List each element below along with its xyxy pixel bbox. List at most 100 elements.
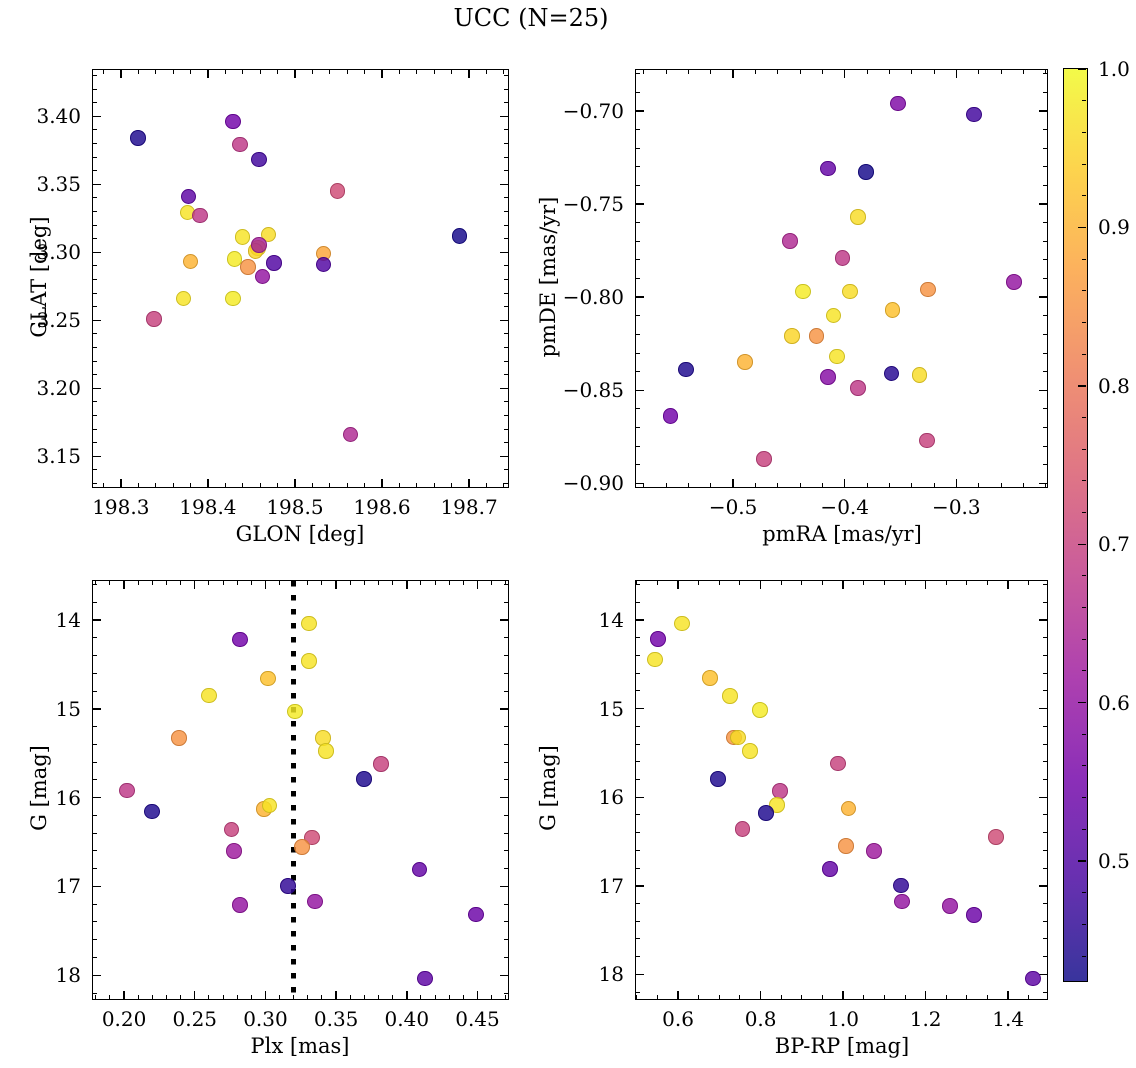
- y-minor-tick-right: [1043, 91, 1048, 93]
- y-minor-tick-right: [504, 921, 509, 923]
- y-minor-tick-left: [93, 347, 97, 349]
- y-minor-tick-right: [1043, 259, 1048, 261]
- x-minor-tick-top: [754, 70, 756, 74]
- x-minor-tick-bottom: [505, 995, 507, 1000]
- x-minor-tick-bottom: [710, 483, 712, 488]
- data-point: [417, 970, 433, 987]
- y-minor-tick-right: [1043, 240, 1048, 242]
- y-minor-tick-right: [1043, 725, 1048, 727]
- data-point: [315, 256, 332, 273]
- x-minor-tick-bottom: [236, 995, 238, 1000]
- y-minor-tick-left: [636, 147, 640, 149]
- y-minor-tick-right: [504, 129, 509, 131]
- data-point: [819, 369, 836, 385]
- x-minor-tick-bottom: [307, 995, 309, 1000]
- y-tick-label: 16: [598, 785, 624, 810]
- data-point: [819, 160, 836, 177]
- y-minor-tick-left: [93, 74, 97, 76]
- x-minor-tick-bottom: [172, 483, 174, 488]
- data-point: [941, 898, 958, 914]
- figure-title: UCC (N=25): [453, 4, 609, 32]
- x-minor-tick-bottom: [821, 483, 823, 488]
- x-minor-tick-top: [643, 70, 645, 74]
- y-minor-tick-left: [93, 170, 97, 172]
- y-minor-tick-right: [1043, 832, 1048, 834]
- y-major-tick-left: [636, 203, 644, 205]
- y-major-tick-right: [500, 455, 509, 458]
- y-tick-label: 17: [55, 874, 81, 899]
- y-minor-tick-left: [636, 315, 640, 317]
- data-point: [966, 106, 982, 123]
- data-point: [318, 743, 334, 760]
- y-major-tick-right: [1039, 482, 1048, 485]
- y-minor-tick-right: [504, 655, 509, 657]
- data-point: [911, 367, 928, 383]
- y-minor-tick-left: [636, 672, 640, 674]
- x-minor-tick-bottom: [151, 995, 153, 1000]
- x-minor-tick-top: [656, 581, 658, 585]
- data-point: [356, 771, 372, 787]
- y-minor-tick-right: [504, 74, 509, 76]
- x-minor-tick-top: [224, 70, 226, 74]
- x-minor-tick-bottom: [485, 483, 487, 488]
- colorbar-minor-tick: [1081, 892, 1086, 894]
- y-minor-tick-left: [93, 992, 97, 994]
- y-tick-label: 3.40: [36, 104, 81, 129]
- colorbar-minor-tick: [1081, 828, 1086, 830]
- y-minor-tick-left: [636, 867, 640, 869]
- yaxis-label-g-left: G [mag]: [27, 745, 51, 831]
- x-minor-tick-top: [242, 70, 244, 74]
- data-point: [468, 906, 484, 923]
- x-minor-tick-top: [777, 70, 779, 74]
- x-tick-label: 0.45: [455, 1007, 500, 1031]
- y-major-tick-left: [636, 482, 644, 485]
- y-minor-tick-left: [93, 903, 97, 905]
- colorbar-tick-label: 0.6: [1098, 690, 1130, 715]
- y-major-tick-right: [1039, 203, 1048, 205]
- x-minor-tick-top: [236, 581, 238, 585]
- data-point: [729, 729, 746, 746]
- xaxis-label-pmra: pmRA [mas/yr]: [762, 522, 922, 546]
- y-major-tick-left: [636, 389, 644, 391]
- data-point: [145, 310, 162, 327]
- y-minor-tick-left: [93, 333, 97, 335]
- x-minor-tick-bottom: [224, 483, 226, 488]
- x-minor-tick-top: [739, 581, 741, 585]
- y-minor-tick-right: [1043, 690, 1048, 692]
- x-minor-tick-bottom: [780, 995, 782, 1000]
- x-minor-tick-bottom: [392, 995, 394, 1000]
- colorbar-minor-tick: [1081, 923, 1086, 925]
- y-minor-tick-right: [1043, 601, 1048, 603]
- x-minor-tick-bottom: [491, 995, 493, 1000]
- x-major-tick-top: [294, 70, 296, 78]
- x-minor-tick-bottom: [102, 483, 104, 488]
- y-minor-tick-right: [1043, 315, 1048, 317]
- x-minor-tick-top: [780, 581, 782, 585]
- x-major-tick-bottom: [468, 479, 470, 488]
- x-tick-label: −0.3: [932, 495, 981, 519]
- y-major-tick-right: [1039, 389, 1048, 391]
- data-point: [301, 615, 317, 632]
- y-minor-tick-left: [636, 333, 640, 335]
- y-minor-tick-left: [93, 292, 97, 294]
- x-minor-tick-bottom: [398, 483, 400, 488]
- x-minor-tick-top: [434, 581, 436, 585]
- y-minor-tick-left: [636, 352, 640, 354]
- y-minor-tick-left: [93, 939, 97, 941]
- data-point: [175, 290, 192, 307]
- data-point: [261, 797, 278, 814]
- y-minor-tick-right: [504, 360, 509, 362]
- y-tick-label: 3.20: [36, 376, 81, 401]
- data-point: [828, 348, 845, 365]
- x-minor-tick-top: [821, 70, 823, 74]
- x-minor-tick-bottom: [277, 483, 279, 488]
- y-minor-tick-left: [636, 849, 640, 851]
- x-tick-label: −0.5: [708, 495, 758, 519]
- x-major-tick-top: [844, 70, 846, 78]
- x-major-tick-top: [476, 581, 479, 589]
- y-minor-tick-right: [1043, 427, 1048, 429]
- x-tick-label: 1.4: [992, 1007, 1025, 1031]
- x-major-tick-bottom: [955, 479, 958, 488]
- x-minor-tick-bottom: [1022, 483, 1024, 488]
- x-minor-tick-top: [888, 70, 890, 74]
